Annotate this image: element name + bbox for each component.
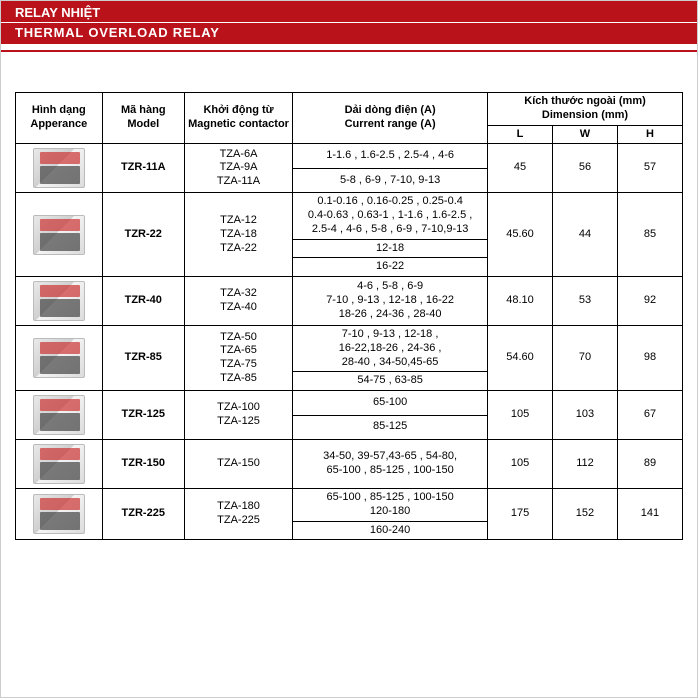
table-container: Hình dạng Apperance Mã hàng Model Khởi đ… [1,52,697,550]
th-dim: Kích thước ngoài (mm) Dimension (mm) [488,93,683,126]
appearance-cell [16,440,103,489]
title-en: THERMAL OVERLOAD RELAY [1,23,697,44]
title-vi: RELAY NHIỆT [1,1,697,23]
table-row: TZR-22TZA-12 TZA-18 TZA-220.1-0.16 , 0.1… [16,193,683,239]
current-cell: 0.1-0.16 , 0.16-0.25 , 0.25-0.4 0.4-0.63… [293,193,488,239]
appearance-cell [16,193,103,277]
th-appearance-vi: Hình dạng [32,104,86,116]
current-cell: 12-18 [293,239,488,258]
model-cell: TZR-11A [102,144,184,193]
relay-image-icon [33,215,85,255]
current-cell: 16-22 [293,258,488,277]
th-current-en: Current range (A) [345,118,436,130]
current-cell: 65-100 [293,391,488,416]
th-model-vi: Mã hàng [121,104,166,116]
model-cell: TZR-22 [102,193,184,277]
dim-W-cell: 44 [553,193,618,277]
table-row: TZR-225TZA-180 TZA-22565-100 , 85-125 , … [16,489,683,522]
table-head: Hình dạng Apperance Mã hàng Model Khởi đ… [16,93,683,144]
appearance-cell [16,277,103,326]
appearance-cell [16,489,103,540]
th-model: Mã hàng Model [102,93,184,144]
dim-W-cell: 103 [553,391,618,440]
th-W: W [553,125,618,144]
model-cell: TZR-125 [102,391,184,440]
current-cell: 34-50, 39-57,43-65 , 54-80, 65-100 , 85-… [293,440,488,489]
dim-W-cell: 70 [553,326,618,391]
dim-H-cell: 141 [617,489,682,540]
dim-H-cell: 85 [617,193,682,277]
dim-L-cell: 48.10 [488,277,553,326]
dim-L-cell: 105 [488,391,553,440]
th-mag-vi: Khởi động từ [203,104,273,116]
relay-image-icon [33,148,85,188]
dim-W-cell: 56 [553,144,618,193]
relay-table: Hình dạng Apperance Mã hàng Model Khởi đ… [15,92,683,540]
current-cell: 4-6 , 5-8 , 6-9 7-10 , 9-13 , 12-18 , 16… [293,277,488,326]
dim-L-cell: 45 [488,144,553,193]
relay-image-icon [33,395,85,435]
relay-image-icon [33,338,85,378]
th-model-en: Model [127,118,159,130]
dim-H-cell: 89 [617,440,682,489]
table-row: TZR-150TZA-15034-50, 39-57,43-65 , 54-80… [16,440,683,489]
dim-L-cell: 54.60 [488,326,553,391]
dim-W-cell: 53 [553,277,618,326]
page: RELAY NHIỆT THERMAL OVERLOAD RELAY Hình … [0,0,698,698]
th-mag-en: Magnetic contactor [188,118,289,130]
th-dim-vi: Kích thước ngoài (mm) [524,95,646,107]
magnetic-cell: TZA-180 TZA-225 [184,489,292,540]
th-current-vi: Dải dòng điện (A) [345,104,436,116]
dim-H-cell: 57 [617,144,682,193]
appearance-cell [16,391,103,440]
current-cell: 54-75 , 63-85 [293,372,488,391]
th-appearance: Hình dạng Apperance [16,93,103,144]
dim-W-cell: 152 [553,489,618,540]
current-cell: 160-240 [293,521,488,540]
th-L: L [488,125,553,144]
table-row: TZR-40TZA-32 TZA-404-6 , 5-8 , 6-9 7-10 … [16,277,683,326]
appearance-cell [16,144,103,193]
th-current: Dải dòng điện (A) Current range (A) [293,93,488,144]
dim-H-cell: 67 [617,391,682,440]
relay-image-icon [33,494,85,534]
current-cell: 85-125 [293,415,488,440]
magnetic-cell: TZA-6A TZA-9A TZA-11A [184,144,292,193]
magnetic-cell: TZA-32 TZA-40 [184,277,292,326]
magnetic-cell: TZA-150 [184,440,292,489]
current-cell: 65-100 , 85-125 , 100-150 120-180 [293,489,488,522]
model-cell: TZR-150 [102,440,184,489]
magnetic-cell: TZA-100 TZA-125 [184,391,292,440]
dim-L-cell: 105 [488,440,553,489]
th-appearance-en: Apperance [30,118,87,130]
model-cell: TZR-85 [102,326,184,391]
model-cell: TZR-225 [102,489,184,540]
model-cell: TZR-40 [102,277,184,326]
dim-W-cell: 112 [553,440,618,489]
dim-L-cell: 175 [488,489,553,540]
table-row: TZR-85TZA-50 TZA-65 TZA-75 TZA-857-10 , … [16,326,683,372]
th-dim-en: Dimension (mm) [542,109,628,121]
dim-H-cell: 92 [617,277,682,326]
th-H: H [617,125,682,144]
relay-image-icon [33,444,85,484]
table-row: TZR-125TZA-100 TZA-12565-10010510367 [16,391,683,416]
table-row: TZR-11ATZA-6A TZA-9A TZA-11A1-1.6 , 1.6-… [16,144,683,169]
relay-image-icon [33,281,85,321]
th-mag: Khởi động từ Magnetic contactor [184,93,292,144]
current-cell: 7-10 , 9-13 , 12-18 , 16-22,18-26 , 24-3… [293,326,488,372]
appearance-cell [16,326,103,391]
current-cell: 1-1.6 , 1.6-2.5 , 2.5-4 , 4-6 [293,144,488,169]
table-body: TZR-11ATZA-6A TZA-9A TZA-11A1-1.6 , 1.6-… [16,144,683,540]
magnetic-cell: TZA-12 TZA-18 TZA-22 [184,193,292,277]
current-cell: 5-8 , 6-9 , 7-10, 9-13 [293,168,488,193]
magnetic-cell: TZA-50 TZA-65 TZA-75 TZA-85 [184,326,292,391]
dim-H-cell: 98 [617,326,682,391]
dim-L-cell: 45.60 [488,193,553,277]
